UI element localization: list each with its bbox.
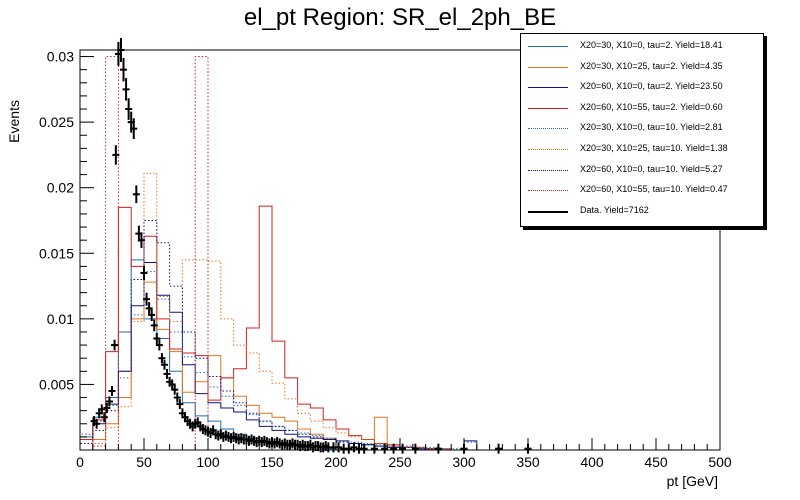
legend-label: Data. Yield=7162: [580, 204, 649, 215]
legend-entry: X20=30, X10=0, tau=2. Yield=18.41: [521, 38, 763, 56]
data-point: [495, 443, 503, 454]
x-tick-label: 500: [708, 454, 732, 470]
legend-label: X20=30, X10=25, tau=10. Yield=1.38: [580, 143, 728, 153]
data-point: [140, 265, 148, 281]
legend-swatch: [528, 210, 568, 213]
x-tick-label: 100: [196, 454, 220, 470]
x-tick-label: 250: [388, 454, 412, 470]
data-point: [103, 403, 111, 414]
data-point: [163, 368, 171, 379]
x-tick-label: 400: [580, 454, 604, 470]
y-tick-label: 0.03: [47, 49, 74, 65]
x-tick-label: 50: [136, 454, 152, 470]
legend-entry: X20=60, X10=0, tau=2. Yield=23.50: [521, 79, 763, 97]
legend-label: X20=60, X10=55, tau=2. Yield=0.60: [580, 101, 723, 112]
data-point: [105, 396, 113, 407]
histogram-series-5: [80, 172, 720, 451]
data-point: [176, 399, 184, 410]
y-tick-label: 0.02: [47, 180, 74, 196]
y-axis-label: Events: [6, 100, 22, 143]
x-tick-label: 0: [76, 454, 84, 470]
data-point: [137, 232, 145, 248]
x-axis-ticks: 0 50 100 150 200 250 300 350 400 450 500: [76, 438, 732, 470]
legend-entry: X20=60, X10=55, tau=2. Yield=0.60: [521, 100, 763, 118]
legend-entry: X20=30, X10=25, tau=2. Yield=4.35: [521, 59, 763, 77]
data-point: [350, 442, 358, 453]
data-point: [171, 384, 179, 395]
x-tick-label: 300: [452, 454, 476, 470]
legend-swatch: [528, 149, 568, 150]
legend-label: X20=30, X10=0, tau=10. Yield=2.81: [580, 122, 723, 133]
data-point: [122, 78, 130, 101]
x-axis-label: pt [GeV]: [667, 473, 718, 489]
data-point: [98, 404, 106, 415]
data-point: [125, 98, 133, 120]
x-tick-label: 350: [516, 454, 540, 470]
legend-entry: X20=30, X10=0, tau=10. Yield=2.81: [521, 120, 763, 138]
x-tick-label: 150: [260, 454, 284, 470]
legend-label: X20=30, X10=25, tau=2. Yield=4.35: [580, 60, 723, 71]
legend-entry: X20=60, X10=55, tau=10. Yield=0.47: [521, 182, 763, 200]
data-point: [132, 185, 140, 204]
data-point: [150, 319, 158, 332]
y-axis-ticks: 0.005 0.01 0.015 0.02 0.025 0.03: [39, 49, 94, 438]
legend-swatch: [528, 128, 568, 130]
legend-entry: Data. Yield=7162: [521, 203, 763, 221]
data-point: [100, 412, 108, 423]
data-point: [390, 443, 398, 454]
y-tick-label: 0.01: [47, 311, 74, 327]
legend-swatch: [528, 66, 568, 68]
data-point: [155, 339, 163, 351]
data-point: [168, 379, 176, 390]
legend-label: X20=30, X10=0, tau=2. Yield=18.41: [580, 40, 723, 50]
data-point: [130, 118, 138, 140]
legend-swatch: [528, 87, 568, 89]
data-point: [160, 359, 168, 370]
y-tick-label: 0.025: [39, 114, 74, 130]
legend-swatch: [528, 46, 568, 47]
y-tick-label: 0.005: [39, 376, 74, 392]
legend-entry: X20=30, X10=25, tau=10. Yield=1.38: [521, 141, 763, 159]
legend-label: X20=60, X10=0, tau=10. Yield=5.27: [580, 163, 723, 174]
data-point: [120, 57, 128, 82]
x-tick-label: 200: [324, 454, 348, 470]
data-point: [148, 308, 156, 322]
legend-swatch: [528, 190, 568, 192]
legend-swatch: [528, 169, 568, 171]
x-tick-label: 450: [644, 454, 668, 470]
legend-swatch: [528, 107, 568, 109]
y-tick-label: 0.015: [39, 245, 74, 261]
data-points-layer: [90, 38, 532, 454]
data-point: [143, 292, 151, 306]
chart-title: el_pt Region: SR_el_2ph_BE: [243, 4, 557, 31]
legend: X20=30, X10=0, tau=2. Yield=18.41 X20=30,…: [520, 33, 764, 227]
data-point: [158, 353, 166, 364]
data-point: [111, 339, 119, 351]
data-point: [153, 332, 161, 345]
data-point: [108, 385, 116, 396]
legend-entry: X20=60, X10=0, tau=10. Yield=5.27: [521, 162, 763, 180]
data-point: [93, 418, 101, 429]
data-point: [112, 145, 120, 165]
legend-label: X20=60, X10=55, tau=10. Yield=0.47: [580, 184, 728, 195]
data-point: [145, 302, 153, 315]
data-point: [173, 392, 181, 403]
legend-label: X20=60, X10=0, tau=2. Yield=23.50: [580, 81, 723, 92]
